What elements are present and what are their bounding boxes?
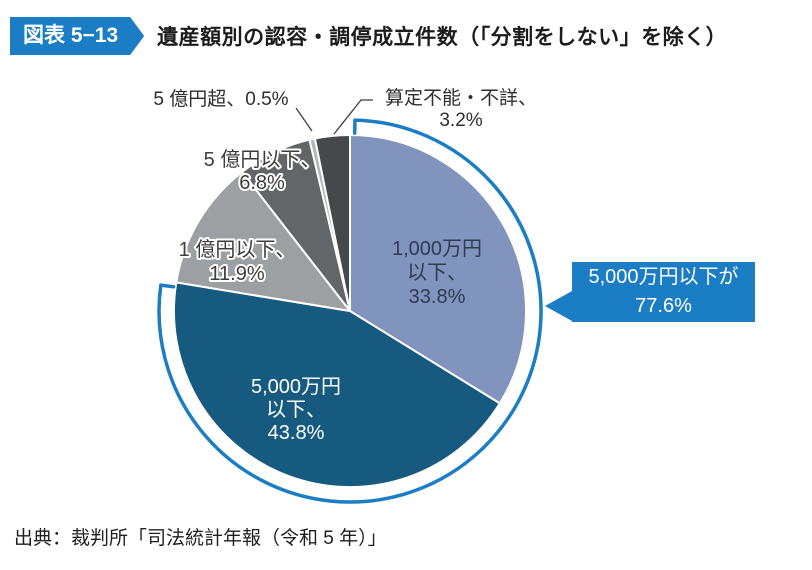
callout-line1: 5,000万円以下が — [588, 266, 739, 288]
external-label-5oku-cho-text: 5 億円超、0.5% — [153, 89, 289, 110]
figure-header: 図表 5−13 遺産額別の認容・調停成立件数（「分割をしない」を除く） — [10, 17, 727, 55]
bracket-arc-77-percent — [157, 118, 543, 504]
slice-label-2: 5,000万円以下、 43.8% — [251, 376, 341, 444]
leader-line-5oku-cho — [295, 107, 313, 132]
callout-77-percent: 5,000万円以下が 77.6% — [545, 262, 755, 322]
pie-slice-3 — [175, 170, 351, 312]
source-text: 出典：裁判所「司法統計年報（令和 5 年）」 — [14, 528, 387, 549]
pie-slice-2 — [172, 281, 501, 489]
callout-line2: 77.6% — [635, 295, 692, 317]
pie-slice-6 — [313, 133, 351, 312]
slice-label-4: 5 億円以下、 6.8% — [204, 148, 321, 194]
pie-slice-1 — [349, 134, 527, 405]
external-label-santei-funo: 算定不能・不詳、 3.2% — [375, 88, 547, 132]
slice-label-3: 1 億円以下、 11.9% — [179, 238, 296, 285]
figure-title: 遺産額別の認容・調停成立件数（「分割をしない」を除く） — [157, 26, 728, 49]
external-label-santei-funo-line1: 算定不能・不詳、 — [384, 88, 537, 109]
figure-number-badge: 図表 5−13 — [10, 17, 144, 55]
slice-label-1: 1,000万円以下、 33.8% — [392, 238, 482, 308]
leader-line-santei-funo — [333, 99, 373, 135]
external-label-santei-funo-line2: 3.2% — [439, 110, 483, 131]
external-label-5oku-cho: 5 億円超、0.5% — [136, 89, 306, 111]
